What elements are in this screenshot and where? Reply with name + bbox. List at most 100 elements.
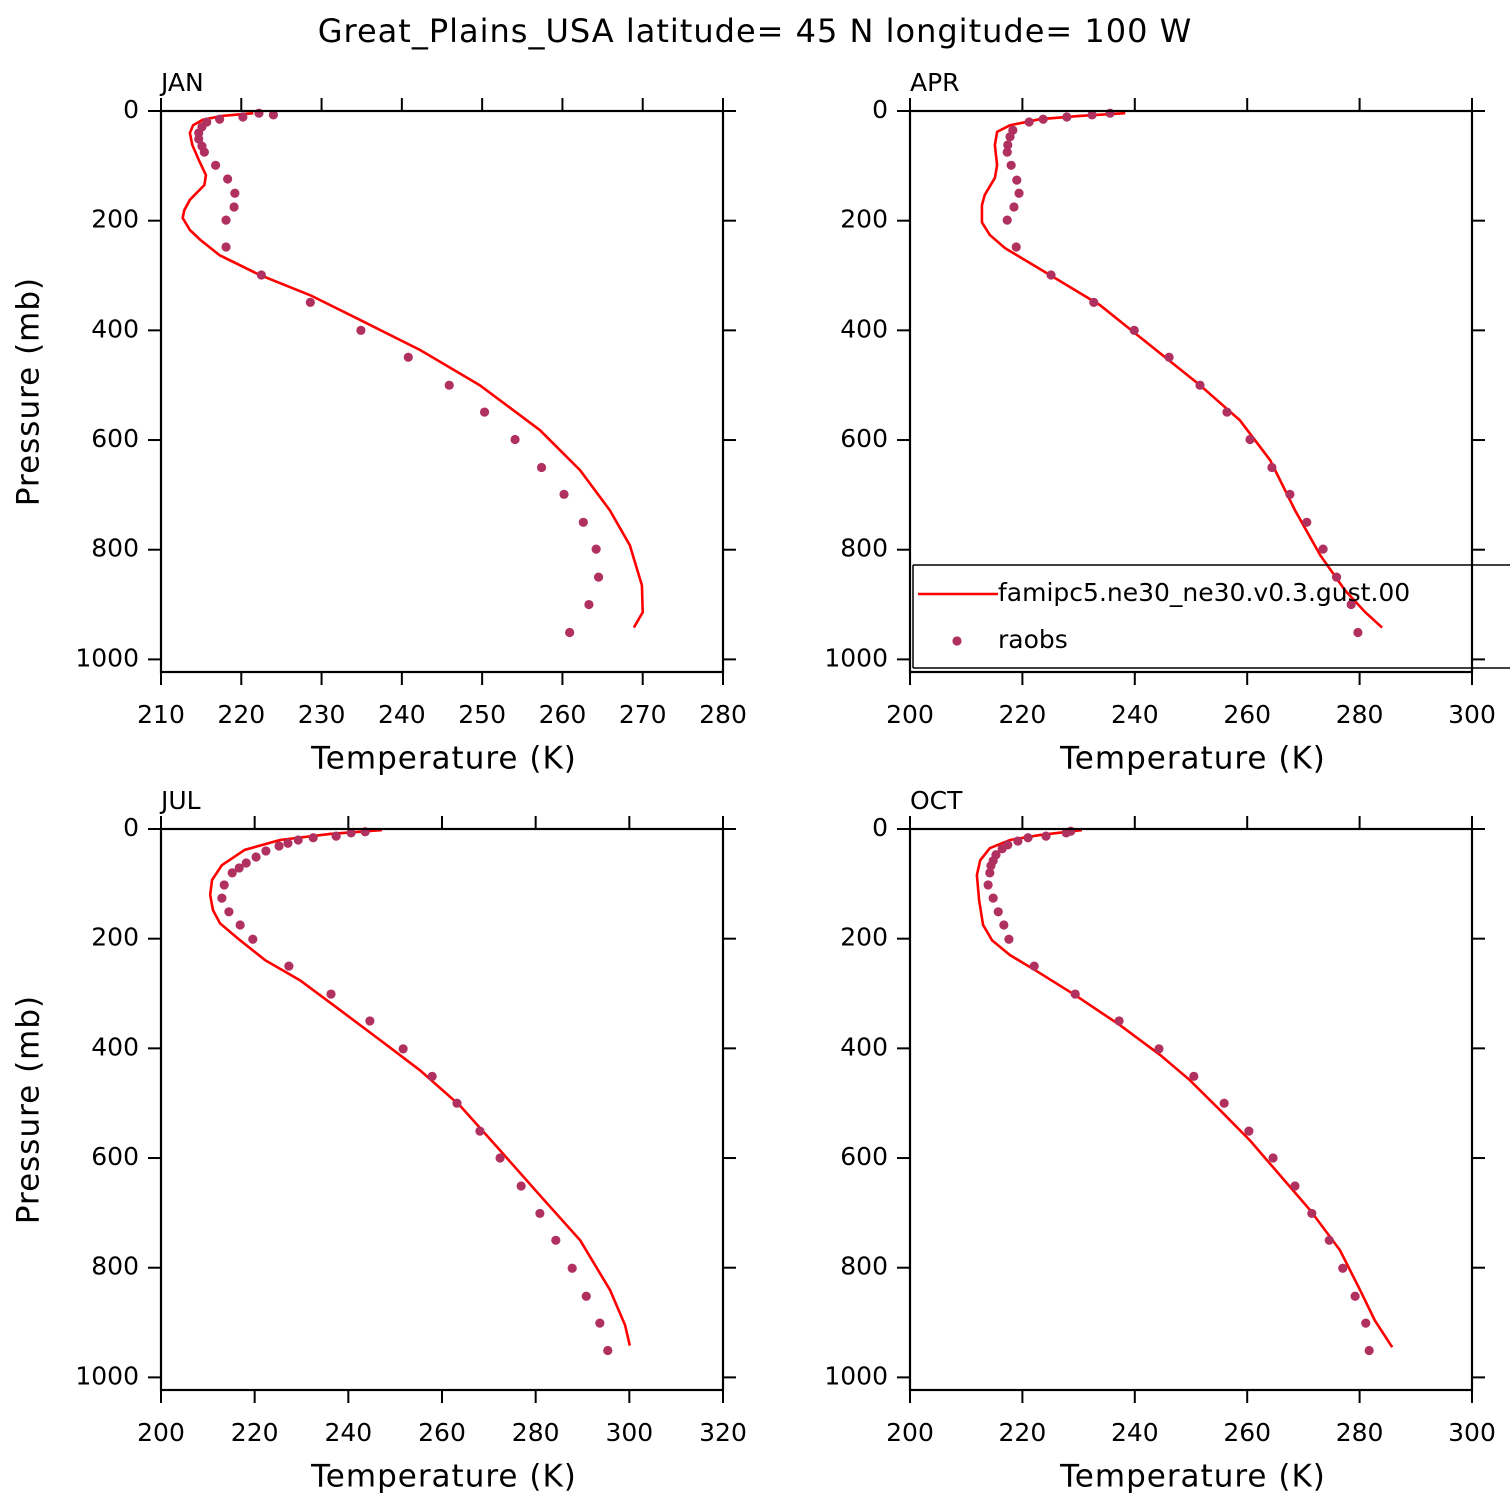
obs-point bbox=[283, 838, 293, 848]
obs-point bbox=[986, 861, 996, 871]
obs-point bbox=[223, 174, 233, 184]
obs-point bbox=[1364, 1345, 1374, 1356]
obs-point bbox=[308, 833, 318, 843]
plot-frame bbox=[159, 109, 725, 674]
profile-line bbox=[980, 111, 1383, 629]
x-tick-label: 220 bbox=[217, 700, 265, 729]
obs-point bbox=[475, 1126, 485, 1136]
obs-point bbox=[559, 489, 569, 499]
obs-point bbox=[398, 1044, 408, 1054]
obs-point bbox=[1324, 1235, 1334, 1245]
obs-point bbox=[516, 1181, 526, 1191]
obs-point bbox=[365, 1016, 375, 1026]
obs-point bbox=[1268, 1153, 1278, 1163]
obs-point bbox=[1114, 1016, 1124, 1026]
legend-label: famipc5.ne30_ne30.v0.3.gust.00 bbox=[998, 578, 1410, 607]
obs-point bbox=[1245, 434, 1255, 445]
obs-point bbox=[1219, 1098, 1229, 1108]
obs-point bbox=[346, 828, 356, 838]
obs-point bbox=[1350, 1291, 1360, 1301]
obs-point bbox=[227, 868, 237, 878]
obs-point bbox=[1307, 1208, 1317, 1219]
obs-point bbox=[985, 868, 995, 878]
obs-point bbox=[1005, 132, 1015, 142]
obs-point bbox=[999, 920, 1009, 930]
y-tick-label: 200 bbox=[840, 205, 888, 234]
obs-point bbox=[510, 434, 520, 445]
obs-point bbox=[1014, 188, 1024, 198]
y-tick-label: 1000 bbox=[75, 643, 139, 672]
obs-point bbox=[1331, 572, 1342, 582]
obs-point bbox=[1009, 202, 1019, 212]
obs-point bbox=[584, 599, 594, 610]
x-tick-label: 200 bbox=[886, 1418, 934, 1447]
obs-point bbox=[1318, 544, 1328, 554]
x-tick-label: 300 bbox=[1448, 700, 1496, 729]
profile-line bbox=[208, 828, 632, 1346]
y-tick-label: 200 bbox=[840, 923, 888, 952]
obs-point bbox=[1004, 934, 1014, 944]
obs-point bbox=[993, 907, 1003, 917]
y-tick-label: 200 bbox=[91, 923, 139, 952]
obs-point bbox=[1003, 140, 1013, 150]
x-tick-label: 260 bbox=[1223, 700, 1271, 729]
obs-point bbox=[1013, 836, 1023, 846]
obs-point bbox=[293, 835, 303, 845]
obs-point bbox=[1023, 833, 1033, 843]
y-tick-label: 0 bbox=[123, 813, 139, 842]
y-axis-label: Pressure (mb) bbox=[11, 277, 47, 506]
obs-point bbox=[1164, 352, 1174, 362]
obs-point bbox=[1195, 380, 1205, 390]
obs-point bbox=[284, 961, 294, 971]
y-axis-label: Pressure (mb) bbox=[11, 995, 47, 1224]
obs-point bbox=[1189, 1071, 1199, 1081]
obs-point bbox=[1038, 114, 1048, 124]
obs-point bbox=[1244, 1126, 1254, 1136]
obs-point bbox=[221, 215, 231, 225]
x-axis-label: Temperature (K) bbox=[1059, 741, 1326, 777]
obs-point bbox=[199, 147, 209, 157]
obs-point bbox=[1267, 462, 1277, 473]
obs-point bbox=[591, 544, 601, 554]
y-tick-label: 0 bbox=[872, 813, 888, 842]
figure-title: Great_Plains_USA latitude= 45 N longitud… bbox=[318, 12, 1193, 50]
obs-point bbox=[224, 907, 234, 917]
obs-point bbox=[215, 114, 225, 124]
obs-point bbox=[444, 380, 454, 390]
obs-point bbox=[1154, 1044, 1164, 1054]
obs-point bbox=[219, 880, 229, 890]
y-tick-label: 400 bbox=[91, 1032, 139, 1061]
obs-point bbox=[1041, 831, 1051, 841]
x-tick-label: 280 bbox=[1336, 700, 1384, 729]
obs-point bbox=[1012, 175, 1022, 185]
obs-point bbox=[234, 863, 244, 873]
obs-point bbox=[403, 352, 413, 362]
panel: JUL 200 220 240 260 280 300 320 0 200 400 600 800 100… bbox=[11, 786, 747, 1495]
obs-point bbox=[997, 844, 1007, 854]
x-tick-label: 200 bbox=[137, 1418, 185, 1447]
x-tick-label: 320 bbox=[699, 1418, 747, 1447]
y-tick-label: 600 bbox=[840, 424, 888, 453]
obs-point bbox=[1353, 627, 1363, 638]
y-tick-label: 800 bbox=[91, 1252, 139, 1281]
panel: APR 200 220 240 260 280 300 0 200 400 600 800 1000 Te… bbox=[824, 68, 1510, 777]
obs-point bbox=[1338, 1263, 1348, 1273]
obs-point bbox=[217, 893, 227, 903]
obs-point bbox=[1006, 160, 1016, 170]
obs-point bbox=[565, 627, 575, 638]
obs-point bbox=[256, 270, 266, 280]
obs-point bbox=[581, 1291, 591, 1301]
y-tick-label: 800 bbox=[840, 534, 888, 563]
obs-point bbox=[1062, 112, 1072, 122]
obs-point bbox=[1024, 117, 1034, 127]
obs-point bbox=[983, 880, 993, 890]
obs-point bbox=[595, 1318, 605, 1328]
obs-point bbox=[305, 297, 315, 307]
x-tick-label: 240 bbox=[1111, 1418, 1159, 1447]
legend-label: raobs bbox=[998, 625, 1068, 654]
profile-line bbox=[181, 111, 645, 629]
x-tick-label: 280 bbox=[699, 700, 747, 729]
x-tick-label: 270 bbox=[619, 700, 667, 729]
